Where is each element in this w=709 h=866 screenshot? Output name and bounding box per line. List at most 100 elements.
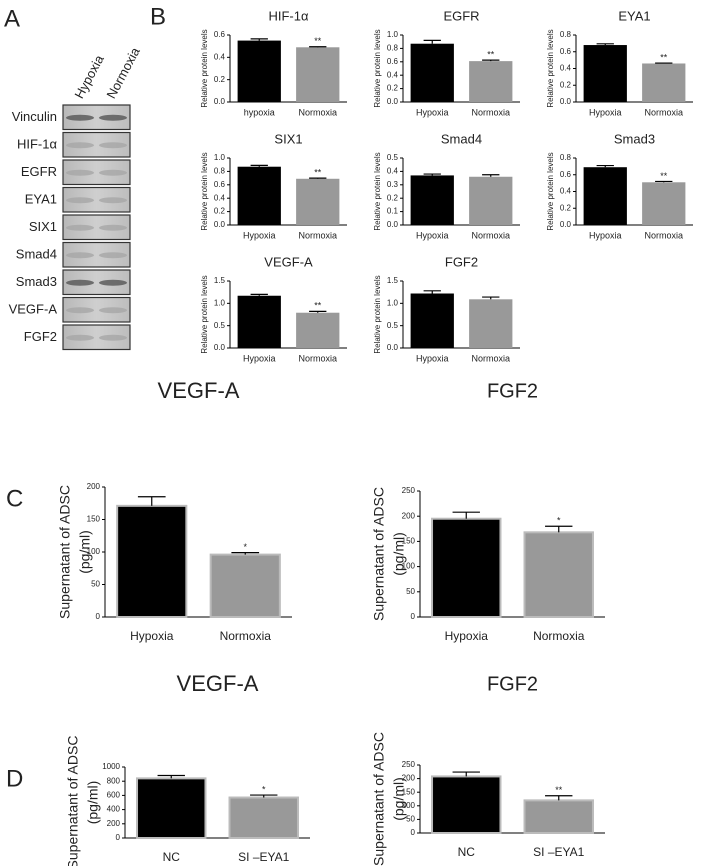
y-axis-label: Relative protein levels xyxy=(200,275,209,353)
y-axis-label: Supernatant of ADSC xyxy=(57,485,73,619)
y-tick-label: 1.5 xyxy=(387,276,399,285)
y-tick-label: 200 xyxy=(107,819,121,828)
x-tick-label: Normoxia xyxy=(533,629,585,643)
error-bar xyxy=(545,525,573,533)
y-axis-label: Supernatant of ADSC xyxy=(371,487,387,621)
y-tick-label: 0.0 xyxy=(214,343,226,352)
blot-column-label: Normoxia xyxy=(103,44,143,101)
y-tick-label: 100 xyxy=(402,801,416,810)
y-tick-label: 0.2 xyxy=(214,207,226,216)
y-tick-label: 0.0 xyxy=(387,220,399,229)
chart-title: EGFR xyxy=(443,8,479,23)
y-axis-label: Relative protein levels xyxy=(373,152,382,230)
blot-band xyxy=(66,114,94,121)
bar xyxy=(642,63,686,102)
error-bar xyxy=(231,552,260,555)
y-axis-label: Relative protein levels xyxy=(373,275,382,353)
error-bar xyxy=(482,174,500,177)
y-tick-label: 200 xyxy=(402,511,416,520)
y-tick-label: 0.8 xyxy=(387,44,399,53)
panel-label: C xyxy=(6,485,23,512)
y-tick-label: 0.8 xyxy=(560,153,572,162)
y-tick-label: 0.5 xyxy=(387,321,399,330)
error-bar xyxy=(250,38,268,41)
blot-column-label: Hypoxia xyxy=(71,52,107,101)
bar xyxy=(296,312,340,348)
significance-label: * xyxy=(243,542,247,552)
error-bar xyxy=(137,496,166,506)
y-axis-label: Relative protein levels xyxy=(200,29,209,107)
y-axis-label: Relative protein levels xyxy=(546,29,555,107)
x-tick-label: SI –EYA1 xyxy=(238,850,289,864)
error-bar xyxy=(250,293,268,296)
x-tick-label: Hypoxia xyxy=(416,107,449,117)
y-tick-label: 0.8 xyxy=(560,30,572,39)
blot-band xyxy=(66,279,94,286)
significance-label: ** xyxy=(555,785,563,795)
significance-label: ** xyxy=(660,171,668,181)
x-tick-label: Normoxia xyxy=(471,107,510,117)
error-bar xyxy=(596,43,614,46)
x-tick-label: Hypoxia xyxy=(445,629,489,643)
blot-band xyxy=(66,142,94,149)
y-tick-label: 100 xyxy=(402,562,416,571)
y-axis-label: Supernatant of ADSC xyxy=(65,736,81,866)
significance-label: * xyxy=(557,516,561,526)
chart-title: FGF2 xyxy=(487,380,538,402)
y-tick-label: 1.5 xyxy=(214,276,226,285)
bar xyxy=(431,517,502,618)
blot-band xyxy=(99,197,127,204)
blot-band xyxy=(99,224,127,231)
y-tick-label: 0.2 xyxy=(387,193,399,202)
y-tick-label: 150 xyxy=(87,515,101,524)
y-tick-label: 1.0 xyxy=(214,153,226,162)
y-tick-label: 50 xyxy=(91,580,100,589)
error-bar xyxy=(309,46,327,48)
bar xyxy=(431,775,502,835)
y-tick-label: 0.4 xyxy=(214,193,226,202)
y-tick-label: 150 xyxy=(402,787,416,796)
y-axis-label: (pg/ml) xyxy=(391,532,407,576)
significance-label: ** xyxy=(314,301,322,311)
panel-label: D xyxy=(6,765,23,792)
error-bar xyxy=(309,177,327,179)
y-axis-label: Relative protein levels xyxy=(200,152,209,230)
blot-band xyxy=(99,142,127,149)
blot-row-label: EYA1 xyxy=(25,192,57,207)
y-tick-label: 0.0 xyxy=(560,97,572,106)
y-tick-label: 250 xyxy=(402,486,416,495)
bar xyxy=(237,166,281,225)
blot-band xyxy=(99,279,127,286)
y-tick-label: 1.0 xyxy=(214,298,226,307)
y-tick-label: 0.8 xyxy=(214,167,226,176)
y-tick-label: 0.4 xyxy=(560,64,572,73)
y-axis-label: Relative protein levels xyxy=(546,152,555,230)
blot-band xyxy=(99,334,127,341)
x-tick-label: Normoxia xyxy=(644,230,683,240)
y-tick-label: 0 xyxy=(411,828,416,837)
blot-row-label: HIF-1α xyxy=(17,137,58,152)
bar xyxy=(410,175,454,225)
error-bar xyxy=(482,296,500,300)
chart-title: FGF2 xyxy=(445,254,478,269)
y-tick-label: 0.6 xyxy=(214,180,226,189)
y-tick-label: 0.6 xyxy=(560,47,572,56)
bar xyxy=(237,295,281,348)
error-bar xyxy=(423,173,441,176)
y-tick-label: 1000 xyxy=(102,762,120,771)
significance-label: ** xyxy=(660,52,668,62)
x-tick-label: Normoxia xyxy=(298,230,337,240)
x-tick-label: Normoxia xyxy=(298,353,337,363)
x-tick-label: hypoxia xyxy=(244,107,275,117)
y-tick-label: 1.0 xyxy=(387,30,399,39)
blot-row-label: SIX1 xyxy=(29,219,57,234)
blot-row-label: Smad4 xyxy=(16,247,57,262)
panel-label: A xyxy=(4,5,20,32)
y-axis-label: Supernatant of ADSC xyxy=(371,732,387,866)
x-tick-label: Hypoxia xyxy=(416,353,449,363)
error-bar xyxy=(423,39,441,44)
blot-band xyxy=(66,224,94,231)
chart-title: VEGF-A xyxy=(177,671,259,696)
y-tick-label: 0.0 xyxy=(214,97,226,106)
